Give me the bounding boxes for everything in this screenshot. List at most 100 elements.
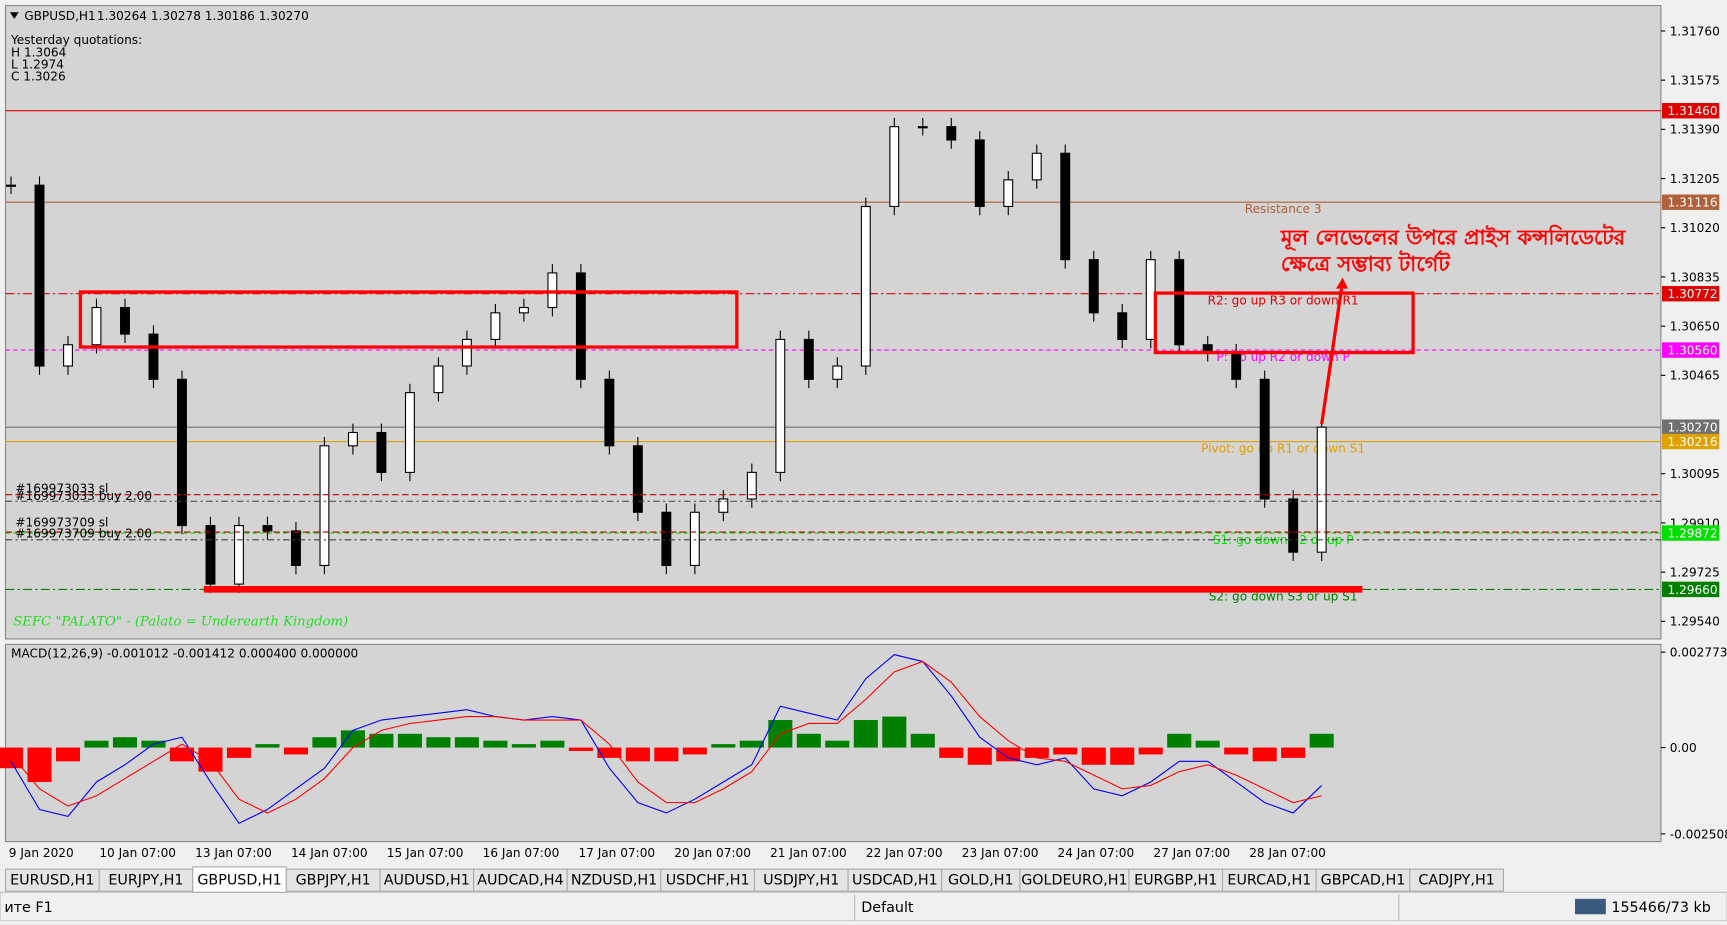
tab-label[interactable]: CADJPY,H1: [1418, 873, 1494, 889]
macd-bar: [369, 733, 394, 748]
tab-label[interactable]: USDCHF,H1: [666, 873, 750, 889]
tab-label[interactable]: GOLDEURO,H1: [1021, 873, 1127, 889]
order-label: #169973033 sl: [15, 481, 108, 495]
level-price-box: [1662, 581, 1720, 598]
macd-bar: [1252, 747, 1277, 762]
candle: [1088, 259, 1099, 314]
candle: [319, 445, 330, 567]
candle: [1259, 378, 1270, 500]
candle: [120, 306, 130, 335]
candle: [689, 511, 700, 567]
macd-bar: [454, 737, 479, 748]
yesterday: C 1.3026: [11, 70, 66, 84]
macd-main: [10, 654, 1323, 824]
candle: [604, 378, 615, 447]
candle: [205, 525, 216, 585]
time-label: 10 Jan 07:00: [99, 846, 176, 860]
candle: [889, 126, 900, 208]
candle: [404, 392, 415, 473]
candle: [575, 272, 586, 380]
status-profile: Default: [861, 900, 914, 916]
time-label: 28 Jan 07:00: [1249, 846, 1326, 860]
price-tick-label: 1.30650: [1670, 320, 1720, 334]
macd-bar: [540, 740, 565, 748]
tab-label[interactable]: USDJPY,H1: [763, 873, 839, 889]
tab-label[interactable]: EURCAD,H1: [1227, 873, 1311, 889]
candle: [290, 530, 301, 567]
tab[interactable]: [1409, 868, 1504, 892]
macd-bar: [796, 733, 821, 748]
macd-bar: [340, 730, 365, 748]
tab-label[interactable]: GBPUSD,H1: [197, 873, 281, 889]
time-label: 27 Jan 07:00: [1153, 846, 1230, 860]
macd-tick-label: 0.00: [1670, 741, 1697, 755]
level-price-label: 1.29660: [1668, 583, 1718, 597]
time-label: 24 Jan 07:00: [1058, 846, 1135, 860]
menu-icon[interactable]: [9, 12, 19, 19]
candle: [518, 306, 529, 314]
macd-bar: [825, 740, 850, 748]
tab[interactable]: [192, 866, 287, 893]
candle: [376, 431, 387, 473]
tab-label[interactable]: GBPJPY,H1: [296, 873, 371, 889]
macd-bar: [1081, 747, 1106, 765]
level-price-box: [1662, 525, 1720, 541]
time-label: 17 Jan 07:00: [578, 846, 655, 860]
level-price-label: 1.30216: [1668, 435, 1718, 449]
candle: [860, 205, 871, 367]
tab-label[interactable]: EURUSD,H1: [10, 873, 94, 889]
macd-tick-label: -0.002508: [1670, 827, 1727, 841]
candle: [946, 126, 957, 141]
candle: [1288, 498, 1299, 553]
price-tick-label: 1.30095: [1670, 467, 1720, 481]
candle: [490, 312, 501, 340]
candle: [775, 338, 786, 473]
candle: [234, 525, 244, 585]
zone-box: [1153, 291, 1415, 355]
tab-label[interactable]: GBPCAD,H1: [1321, 873, 1406, 889]
tab-label[interactable]: EURJPY,H1: [108, 873, 183, 889]
status-traffic: 155466/73 kb: [1611, 900, 1711, 916]
arrow-head: [1336, 277, 1349, 289]
macd-bar: [426, 737, 451, 748]
macd-signal: [10, 660, 1322, 814]
tab-label[interactable]: USDCAD,H1: [852, 873, 938, 889]
level-text: Pivot: go up R1 or down S1: [1201, 442, 1365, 456]
candle: [461, 338, 472, 367]
level-text: S2: go down S3 or up S1: [1209, 589, 1358, 603]
traffic-icon: [1575, 898, 1606, 915]
status-help: ите F1: [4, 900, 52, 916]
candle: [177, 378, 187, 527]
macd-bar: [1195, 740, 1220, 748]
macd-tick-label: 0.002773: [1670, 646, 1727, 660]
level-price-label: 1.29872: [1668, 526, 1718, 540]
candle: [148, 333, 159, 380]
candle: [718, 498, 729, 513]
level-price-box: [1662, 419, 1720, 435]
candle: [1174, 259, 1185, 346]
yesterday: H 1.3064: [11, 45, 67, 59]
time-label: 14 Jan 07:00: [291, 846, 368, 860]
tab-label[interactable]: NZDUSD,H1: [571, 873, 657, 889]
tab-label[interactable]: AUDUSD,H1: [384, 873, 470, 889]
candle: [661, 511, 672, 567]
tab-label[interactable]: EURGBP,H1: [1134, 873, 1217, 889]
macd-bar: [568, 747, 593, 752]
tab-label[interactable]: GOLD,H1: [948, 873, 1014, 889]
candle: [632, 445, 643, 513]
yesterday: Yesterday quotations:: [10, 33, 142, 47]
tab-label[interactable]: AUDCAD,H4: [477, 873, 563, 889]
macd-bar: [996, 747, 1021, 762]
macd-bar: [1110, 747, 1135, 765]
level-price-box: [1662, 433, 1720, 450]
candle: [91, 306, 102, 346]
candle: [1316, 426, 1327, 553]
time-label: 9 Jan 2020: [9, 846, 74, 860]
macd-bar: [597, 747, 622, 758]
time-label: 16 Jan 07:00: [483, 846, 560, 860]
level-price-box: [1662, 103, 1720, 119]
level-price-label: 1.31460: [1668, 104, 1718, 118]
macd-bar: [967, 747, 992, 765]
level-text: Resistance 3: [1245, 202, 1322, 216]
arrow: [1320, 288, 1344, 425]
